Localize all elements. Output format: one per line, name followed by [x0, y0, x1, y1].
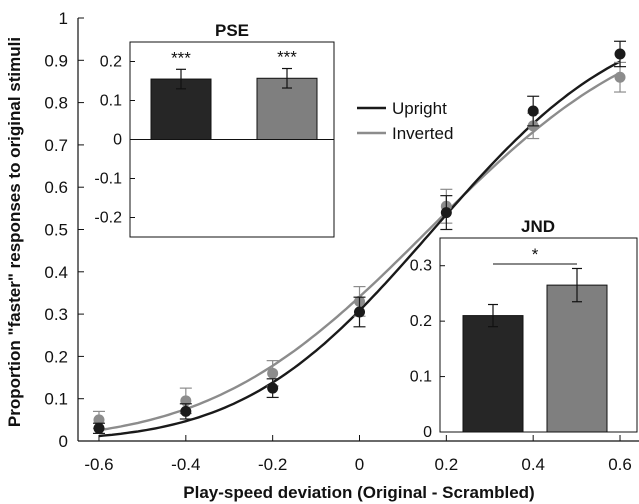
- inset-bar-upright: [462, 315, 524, 433]
- y-ticks: 0 0.1 0.2 0.3 0.4 0.5 0.6 0.7 0.8 0.9 1: [44, 9, 84, 451]
- y-tick-label: 0.6: [44, 178, 68, 197]
- data-point-inverted: [614, 71, 626, 83]
- inset-y-tick-label: 0.3: [410, 258, 432, 275]
- inset-y-tick-label: 0: [423, 424, 432, 441]
- data-point-upright: [527, 105, 539, 117]
- inset-y-tick-label: 0.2: [100, 54, 122, 71]
- inset-significance-label: ***: [277, 48, 297, 67]
- legend: Upright Inverted: [357, 99, 453, 143]
- x-tick-label: 0.2: [435, 455, 459, 474]
- inset-y-tick-label: 0.1: [100, 93, 122, 110]
- y-tick-label: 0.2: [44, 347, 68, 366]
- legend-label-upright: Upright: [392, 99, 447, 118]
- inset-significance-label: ***: [171, 48, 191, 67]
- x-tick-label: -0.6: [84, 455, 113, 474]
- y-tick-label: 0.5: [44, 221, 68, 240]
- data-points: [92, 40, 627, 434]
- jnd-significance-label: *: [532, 245, 539, 264]
- inset-y-tick-label: -0.1: [94, 171, 122, 188]
- main-chart: 00.10.20.30.40.50.60.70.80.91 -0.6 -0.4 -0…: [5, 9, 639, 502]
- pse-y-ticks: 0.2 0.1 0 -0.1 -0.2: [94, 54, 135, 227]
- y-tick-label: 0: [59, 432, 68, 451]
- inset-bar-inverted: [546, 284, 608, 433]
- x-tick-label: -0.4: [171, 455, 200, 474]
- y-tick-label: 0.3: [44, 305, 68, 324]
- x-axis-label: Play-speed deviation (Original - Scrambl…: [183, 483, 534, 502]
- pse-bars: *** ***: [130, 48, 334, 141]
- pse-inset-title: PSE: [215, 21, 249, 40]
- jnd-y-ticks: 0.3 0.2 0.1 0: [410, 258, 445, 441]
- jnd-inset: JND 0.3 0.2 0.1 0 *: [410, 217, 638, 441]
- data-point-upright: [267, 382, 279, 394]
- inset-y-tick-label: -0.2: [94, 210, 122, 227]
- data-point-inverted: [267, 367, 279, 379]
- x-tick-label: 0.6: [608, 455, 632, 474]
- y-tick-label: 0.7: [44, 136, 68, 155]
- x-tick-label: 0: [355, 455, 364, 474]
- x-ticks: -0.6 -0.4 -0.2 0 0.2 0.4 0.6: [84, 435, 632, 474]
- pse-inset: PSE 0.2 0.1 0 -0.1 -0.2 *** ***: [94, 21, 335, 238]
- data-point-upright: [354, 306, 365, 318]
- inset-y-tick-label: 0.1: [410, 369, 432, 386]
- y-tick-label: 0.1: [44, 390, 68, 409]
- y-tick-label: 0.9: [44, 51, 68, 70]
- data-point-upright: [614, 48, 626, 60]
- y-axis-label: Proportion "faster" responses to origina…: [5, 37, 24, 427]
- jnd-inset-title: JND: [521, 217, 555, 236]
- data-point-upright: [180, 405, 192, 417]
- data-point-inverted: [93, 414, 105, 426]
- y-tick-label: 0.4: [44, 263, 68, 282]
- y-tick-label: 0.8: [44, 94, 68, 113]
- x-tick-label: -0.2: [258, 455, 287, 474]
- inset-y-tick-label: 0.2: [410, 313, 432, 330]
- jnd-bars: [462, 267, 608, 433]
- inset-y-tick-label: 0: [113, 132, 122, 149]
- data-point-upright: [93, 422, 105, 434]
- x-tick-label: 0.4: [521, 455, 545, 474]
- legend-label-inverted: Inverted: [392, 124, 453, 143]
- y-tick-label: 1: [59, 9, 68, 28]
- data-point-upright: [440, 207, 452, 219]
